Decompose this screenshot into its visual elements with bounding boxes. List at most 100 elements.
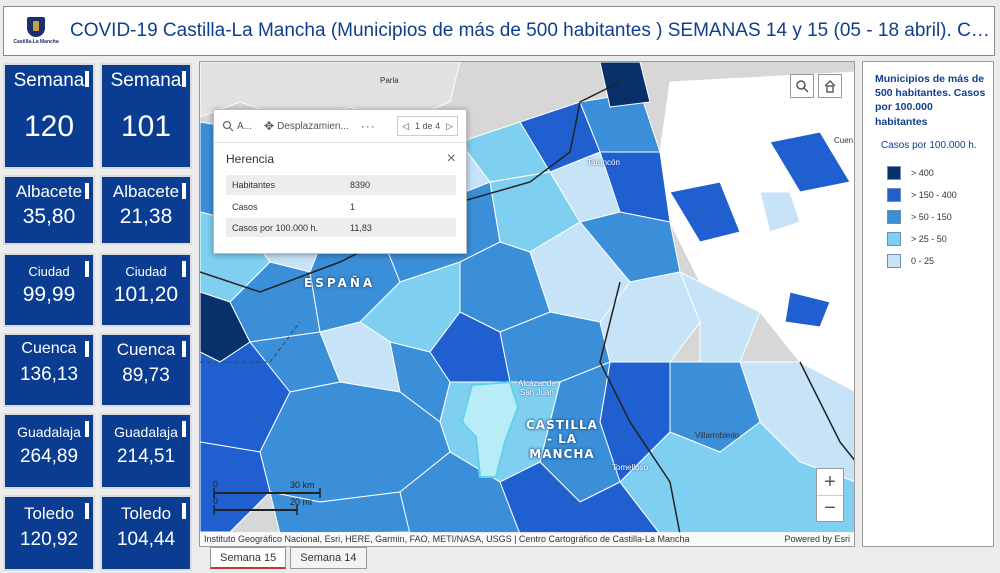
scale-zero-mi: 0: [213, 496, 219, 506]
page-title: COVID-19 Castilla-La Mancha (Municipios …: [70, 20, 990, 41]
tile-albacete-14: Albacete 21,38: [100, 175, 192, 245]
scroll-indicator: [182, 71, 186, 87]
more-actions-button[interactable]: ···: [360, 119, 376, 133]
zoom-in-button[interactable]: +: [824, 470, 836, 493]
powered-by-esri-link[interactable]: Powered by Esri: [784, 534, 850, 544]
tile-guadalajara-15: Guadalaja 264,89: [3, 413, 95, 489]
scroll-indicator: [85, 503, 89, 519]
search-icon: [796, 80, 809, 93]
search-button[interactable]: [790, 74, 814, 98]
tab-semana-14[interactable]: Semana 14: [290, 547, 367, 569]
pan-action[interactable]: ✥ Desplazamien...: [264, 119, 349, 133]
tile-label: Guadalaja: [114, 424, 178, 440]
attribution-text: Instituto Geográfico Nacional, Esri, HER…: [204, 534, 690, 544]
tile-semana-14: Semana 101: [100, 63, 192, 169]
tile-value: 214,51: [116, 446, 176, 467]
label-region: CASTILLA - LA MANCHA: [526, 418, 598, 461]
tile-value: 21,38: [119, 205, 173, 228]
legend-item: > 150 - 400: [887, 184, 993, 206]
tile-value: 104,44: [116, 529, 176, 550]
scale-zero-km: 0: [213, 479, 219, 489]
home-icon: [824, 80, 836, 93]
tile-label: Toledo: [23, 504, 75, 523]
jccm-logo: Castilla-La Mancha: [10, 11, 62, 51]
scroll-indicator: [182, 341, 186, 357]
scroll-indicator: [182, 421, 186, 437]
popup-header: Herencia ×: [214, 143, 466, 175]
place-alcazar: Alcázar de San Juan: [518, 379, 556, 397]
legend-item: > 25 - 50: [887, 228, 993, 250]
tile-value: 99,99: [22, 283, 76, 306]
legend-subtitle: Casos por 100.000 h.: [881, 139, 977, 151]
legend-title: Municipios de más de 500 habitantes. Cas…: [875, 73, 986, 128]
tab-semana-15[interactable]: Semana 15: [210, 547, 287, 569]
legend-label: > 400: [911, 167, 934, 178]
tile-albacete-15: Albacete 35,80: [3, 175, 95, 245]
legend-label: 0 - 25: [911, 255, 935, 266]
scroll-indicator: [182, 261, 186, 277]
tile-label: Cuenca: [116, 340, 176, 359]
legend-item: > 50 - 150: [887, 206, 993, 228]
zoom-to-label: A...: [237, 120, 253, 132]
popup-toolbar: A... ✥ Desplazamien... ··· ◁ 1 de 4 ▷: [214, 110, 466, 143]
zoom-control: + −: [816, 468, 844, 522]
tile-value: 264,89: [19, 446, 79, 467]
scroll-indicator: [85, 341, 89, 357]
next-feature-button[interactable]: ▷: [446, 120, 453, 131]
tile-label: Albacete: [15, 182, 83, 201]
scroll-indicator: [85, 71, 89, 87]
tile-semana-15: Semana 120: [3, 63, 95, 169]
close-icon[interactable]: ×: [446, 150, 456, 167]
scale-km-label: 30 km: [290, 480, 315, 490]
attr-key: Habitantes: [226, 175, 344, 197]
legend-swatch: [887, 231, 901, 246]
tile-cuenca-14: Cuenca 89,73: [100, 333, 192, 407]
popup-title: Herencia: [226, 152, 275, 166]
label-espana: ESPAÑA: [304, 276, 376, 290]
place-villarrobledo: Villarrobledo: [695, 431, 740, 440]
tile-label: Guadalaja: [17, 424, 81, 440]
tile-label: Toledo: [120, 504, 172, 523]
zoom-out-button[interactable]: −: [817, 495, 843, 521]
pager-text: 1 de 4: [415, 121, 441, 131]
attr-key: Casos: [226, 196, 344, 218]
home-button[interactable]: [818, 74, 842, 98]
scale-bar: 0 30 km 0 20 mi: [212, 479, 322, 520]
zoom-to-action[interactable]: A...: [222, 120, 252, 132]
tile-label: Cuenca: [21, 340, 77, 357]
tile-ciudad-real-15: Ciudad 99,99: [3, 253, 95, 327]
tile-value: 35,80: [22, 205, 76, 228]
map-view[interactable]: ESPAÑA CASTILLA - LA MANCHA Parla Taranc…: [199, 61, 855, 547]
map-attribution: Instituto Geográfico Nacional, Esri, HER…: [200, 532, 854, 546]
attr-value: 8390: [344, 175, 456, 197]
scale-mi-label: 20 mi: [290, 497, 313, 507]
tile-cuenca-15: Cuenca 136,13: [3, 333, 95, 407]
zoom-icon: [222, 120, 234, 132]
table-row: Casos 1: [226, 196, 456, 218]
crest-icon: [27, 17, 45, 37]
scroll-indicator: [85, 183, 89, 199]
tile-guadalajara-14: Guadalaja 214,51: [100, 413, 192, 489]
legend-label: > 50 - 150: [911, 211, 952, 222]
move-icon: ✥: [264, 119, 275, 133]
attr-key: Casos por 100.000 h.: [226, 217, 344, 239]
header-bar: Castilla-La Mancha COVID-19 Castilla-La …: [3, 6, 995, 56]
scroll-indicator: [182, 503, 186, 519]
attr-value: 11,83: [344, 217, 456, 239]
place-parla: Parla: [380, 76, 399, 85]
map-tabs: Semana 15 Semana 14: [210, 547, 371, 569]
tile-toledo-14: Toledo 104,44: [100, 495, 192, 571]
legend-swatch: [887, 165, 901, 180]
logo-text: Castilla-La Mancha: [13, 39, 59, 45]
pan-label: Desplazamien...: [277, 120, 349, 132]
tile-value: 101,20: [113, 283, 179, 306]
tile-label: Semana: [110, 70, 182, 91]
tile-ciudad-real-14: Ciudad 101,20: [100, 253, 192, 327]
prev-feature-button[interactable]: ◁: [402, 120, 410, 131]
tile-value: 136,13: [19, 364, 79, 385]
tile-value: 89,73: [122, 365, 170, 386]
table-row: Habitantes 8390: [226, 175, 456, 197]
place-cuenca: Cuen: [834, 136, 854, 145]
popup-attributes-table: Habitantes 8390 Casos 1 Casos por 100.00…: [226, 175, 456, 239]
legend-panel: Municipios de más de 500 habitantes. Cas…: [862, 61, 994, 547]
